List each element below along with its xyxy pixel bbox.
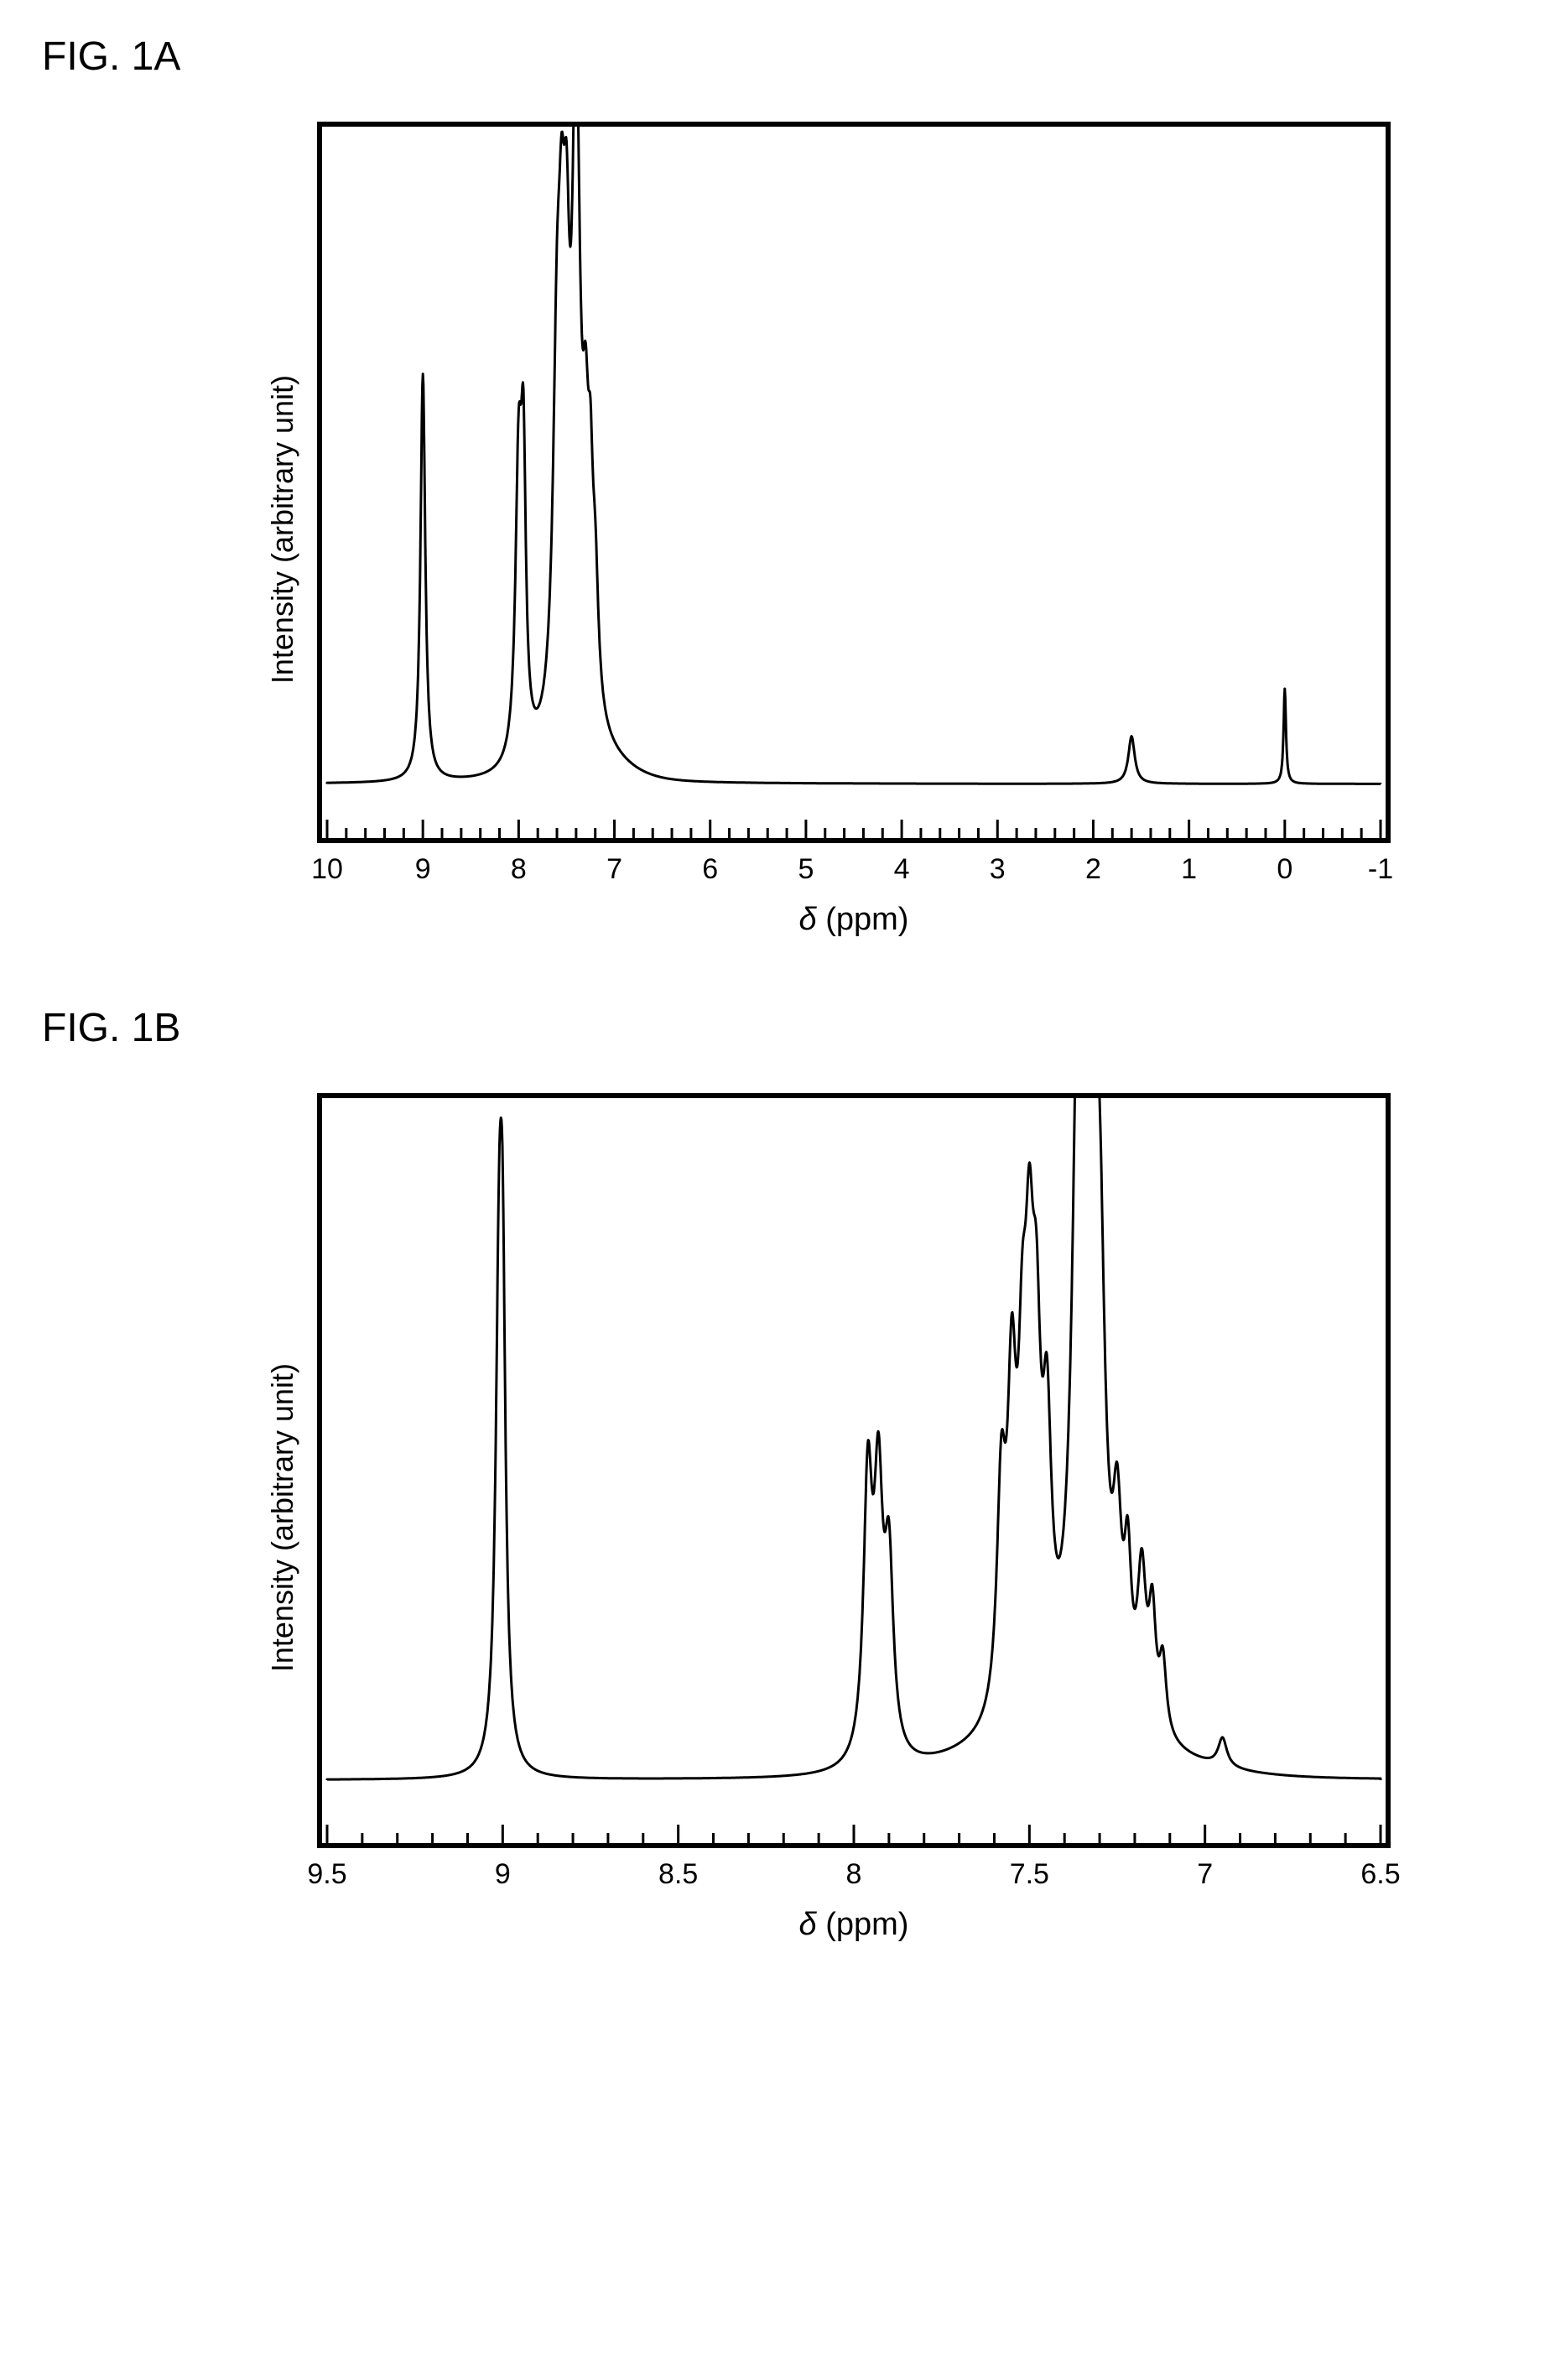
figure-1b-ylabel: Intensity (arbitrary unit)	[265, 1363, 300, 1672]
figure-1b-chart: Intensity (arbitrary unit) 9.598.587.576…	[134, 1093, 1521, 1943]
figure-1b-plot	[317, 1093, 1391, 1848]
figure-1b-title: FIG. 1B	[42, 1005, 1521, 1051]
figure-1b-xticks: 9.598.587.576.5	[317, 1858, 1391, 1892]
figure-1a-xticks: 109876543210-1	[317, 853, 1391, 887]
figure-1b: FIG. 1B Intensity (arbitrary unit) 9.598…	[34, 1005, 1521, 1943]
figure-1a: FIG. 1A Intensity (arbitrary unit) 10987…	[34, 34, 1521, 938]
figure-1a-xlabel: δ (ppm)	[799, 902, 909, 938]
figure-1a-chart: Intensity (arbitrary unit) 109876543210-…	[134, 122, 1521, 938]
figure-1a-plot	[317, 122, 1391, 843]
figure-1a-title: FIG. 1A	[42, 34, 1521, 80]
figure-1a-ylabel: Intensity (arbitrary unit)	[265, 375, 300, 684]
figure-1b-xlabel: δ (ppm)	[799, 1907, 909, 1943]
